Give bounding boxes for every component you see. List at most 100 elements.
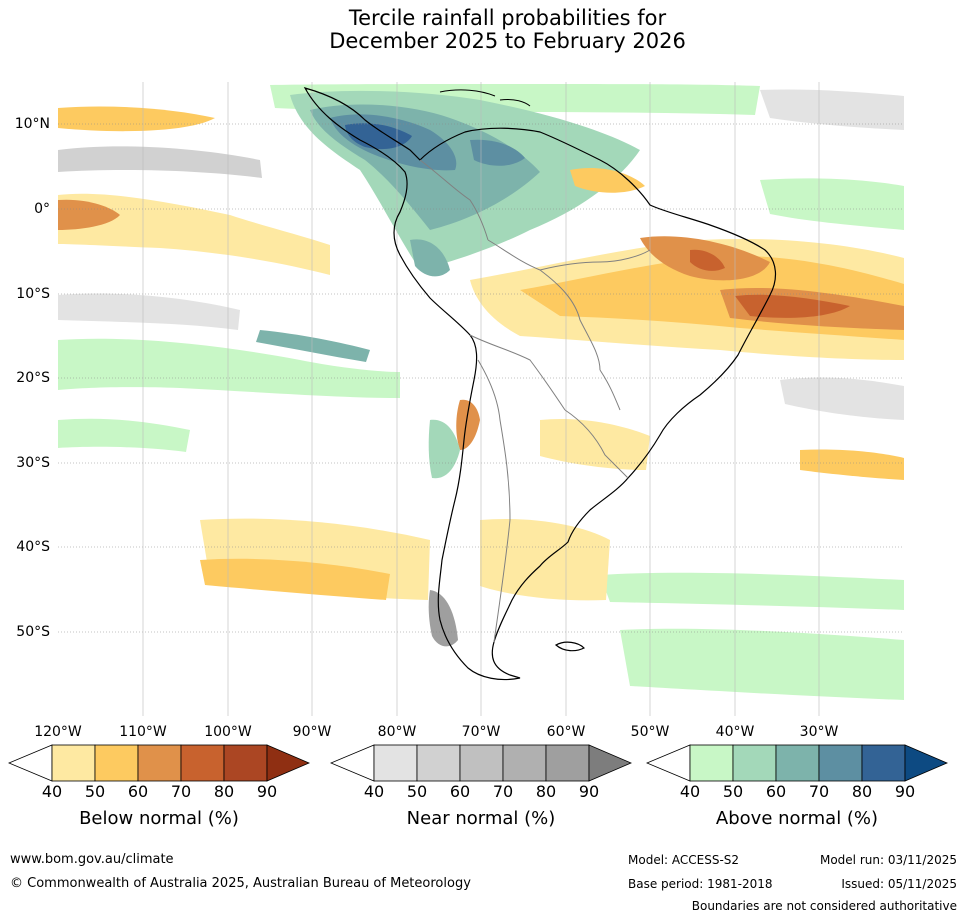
below-normal-region: [570, 167, 645, 193]
graticule-meridians: [142, 82, 820, 716]
below-color-cell: [137, 744, 182, 782]
lon-label: 100°W: [204, 724, 252, 740]
below-tick: 90: [256, 782, 278, 801]
above-normal-colorbar: [646, 744, 948, 782]
above-color-cell: [818, 744, 863, 782]
below-color-cell: [180, 744, 225, 782]
falklands-coastline: [554, 641, 586, 652]
lon-label: 40°W: [715, 724, 755, 740]
above-normal-region: [600, 572, 904, 610]
near-color-cell: [502, 744, 547, 782]
below-color-cell: [8, 744, 53, 782]
lon-label: 60°W: [546, 724, 586, 740]
above-color-cell: [904, 744, 948, 782]
lon-label: 30°W: [799, 724, 839, 740]
near-color-cell: [588, 744, 632, 782]
country-borders: [419, 159, 651, 643]
near-normal-colorbar: [330, 744, 632, 782]
below-color-cell: [94, 744, 139, 782]
near-tick: 80: [535, 782, 557, 801]
below-tick: 80: [213, 782, 235, 801]
below-normal-region: [800, 449, 904, 480]
near-normal-region: [58, 293, 240, 330]
above-normal-region: [428, 419, 460, 479]
near-normal-region: [760, 89, 904, 130]
above-normal-region: [256, 330, 370, 362]
above-tick: 50: [722, 782, 744, 801]
lon-label: 80°W: [377, 724, 417, 740]
map-title-line1: Tercile rainfall probabilities for: [348, 6, 667, 30]
below-normal-region: [456, 399, 480, 450]
lon-label: 90°W: [292, 724, 332, 740]
near-normal-region: [780, 377, 904, 420]
lat-label: 20°S: [16, 370, 50, 386]
below-normal-colorbar: [8, 744, 310, 782]
lat-label: 10°N: [14, 116, 50, 132]
map-title-line2: December 2025 to February 2026: [329, 29, 686, 53]
lon-label: 120°W: [34, 724, 82, 740]
below-normal-region: [735, 294, 850, 318]
near-normal-region: [58, 146, 262, 178]
below-tick: 60: [127, 782, 149, 801]
above-normal-region: [58, 338, 400, 398]
above-color-cell: [861, 744, 906, 782]
south-america-coastline: [303, 87, 776, 681]
near-color-cell: [416, 744, 461, 782]
near-normal-legend-title: Near normal (%): [406, 808, 556, 829]
lat-label: 40°S: [16, 539, 50, 555]
below-normal-region: [540, 418, 650, 470]
below-normal-region: [480, 518, 610, 601]
near-tick: 50: [406, 782, 428, 801]
boundary-disclaimer: Boundaries are not considered authoritat…: [691, 899, 957, 913]
base-period: Base period: 1981-2018: [628, 877, 773, 891]
lon-label: 70°W: [461, 724, 501, 740]
above-tick: 60: [765, 782, 787, 801]
near-color-cell: [330, 744, 375, 782]
above-color-cell: [732, 744, 777, 782]
lon-label: 50°W: [630, 724, 670, 740]
copyright: © Commonwealth of Australia 2025, Austra…: [10, 876, 471, 891]
above-color-cell: [689, 744, 734, 782]
below-color-cell: [51, 744, 96, 782]
model-name: Model: ACCESS-S2: [628, 853, 740, 867]
above-normal-region: [58, 418, 190, 452]
below-normal-region: [58, 199, 120, 230]
above-tick: 40: [679, 782, 701, 801]
model-run: Model run: 03/11/2025: [819, 853, 957, 867]
below-normal-region: [58, 193, 330, 275]
above-color-cell: [775, 744, 820, 782]
issued-date: Issued: 05/11/2025: [841, 877, 957, 891]
caribbean-islands: [439, 89, 531, 107]
above-normal-region: [760, 178, 904, 230]
below-normal-region: [690, 249, 725, 271]
lat-label: 0°: [34, 201, 50, 217]
above-tick: 70: [808, 782, 830, 801]
above-color-cell: [646, 744, 691, 782]
near-normal-region: [428, 590, 458, 647]
lat-label: 10°S: [16, 286, 50, 302]
near-color-cell: [459, 744, 504, 782]
below-color-cell: [266, 744, 310, 782]
below-normal-legend-title: Below normal (%): [79, 808, 239, 829]
below-tick: 40: [41, 782, 63, 801]
above-tick: 90: [894, 782, 916, 801]
lon-label: 110°W: [119, 724, 167, 740]
above-normal-legend-title: Above normal (%): [715, 808, 879, 829]
below-color-cell: [223, 744, 268, 782]
near-color-cell: [545, 744, 590, 782]
above-normal-region: [410, 239, 450, 277]
rainfall-probability-map: [58, 82, 904, 716]
near-tick: 40: [363, 782, 385, 801]
above-tick: 80: [851, 782, 873, 801]
below-tick: 50: [84, 782, 106, 801]
above-normal-region: [345, 123, 412, 150]
above-normal-region: [470, 139, 525, 166]
near-color-cell: [373, 744, 418, 782]
below-tick: 70: [170, 782, 192, 801]
lat-label: 30°S: [16, 455, 50, 471]
below-normal-region: [200, 558, 390, 600]
bom-url[interactable]: www.bom.gov.au/climate: [10, 852, 174, 867]
near-tick: 70: [492, 782, 514, 801]
near-tick: 60: [449, 782, 471, 801]
near-tick: 90: [578, 782, 600, 801]
